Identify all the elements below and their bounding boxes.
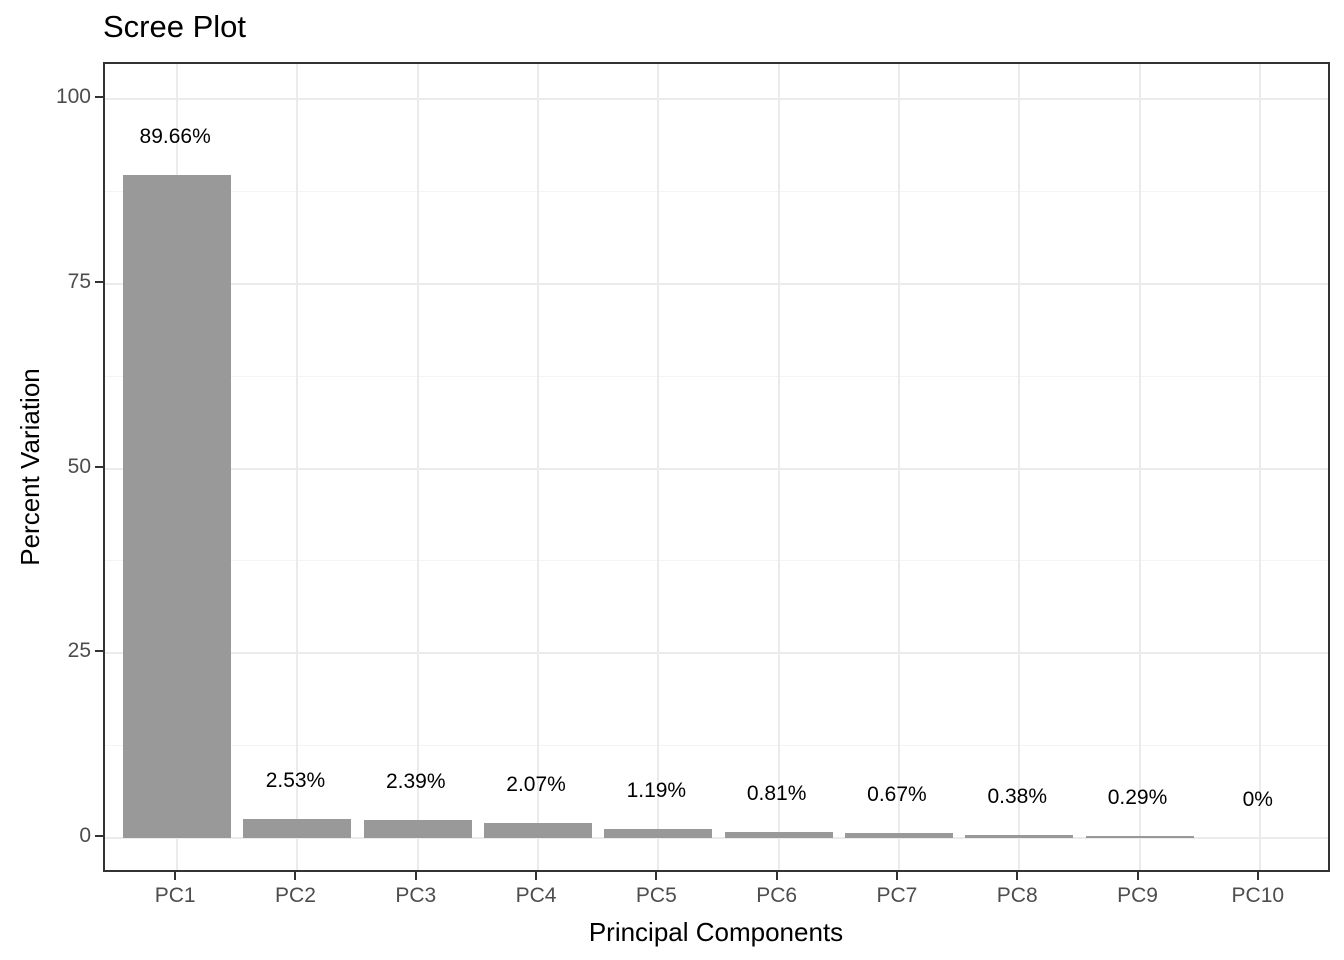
bar-pc8	[965, 835, 1074, 838]
gridline-major	[105, 837, 1328, 839]
x-tick-label: PC5	[635, 884, 677, 907]
bar-pc6	[724, 832, 833, 838]
bar-value-label: 2.07%	[506, 772, 566, 796]
x-tick-label: PC1	[154, 884, 196, 907]
bar-pc9	[1085, 835, 1194, 838]
x-tick-mark	[414, 872, 417, 880]
x-tick-mark	[895, 872, 898, 880]
plot-panel	[103, 62, 1330, 872]
gridline-major	[105, 467, 1328, 470]
y-tick-mark	[95, 650, 103, 653]
x-tick-label: PC6	[756, 884, 798, 907]
bar-value-label: 0.81%	[746, 782, 807, 805]
gridline-minor	[105, 560, 1328, 562]
gridline-vertical	[657, 64, 660, 870]
bar-pc1	[123, 175, 232, 838]
x-tick-label: PC8	[996, 884, 1038, 907]
y-tick-mark	[95, 96, 103, 98]
y-tick-mark	[95, 465, 103, 468]
bar-pc2	[243, 819, 352, 838]
gridline-vertical	[1138, 64, 1141, 870]
bar-pc7	[844, 833, 953, 838]
x-tick-label: PC10	[1231, 884, 1285, 907]
plot-title: Scree Plot	[103, 9, 247, 44]
gridline-major	[105, 652, 1328, 655]
bar-value-label: 2.39%	[385, 770, 446, 794]
gridline-minor	[105, 375, 1328, 377]
y-tick-label: 0	[79, 824, 91, 847]
gridline-vertical	[777, 64, 780, 870]
bar-value-label: 1.19%	[626, 779, 687, 803]
bar-pc4	[484, 822, 593, 838]
gridline-major	[105, 98, 1328, 100]
bar-value-label: 0.29%	[1107, 785, 1168, 809]
gridline-vertical	[897, 64, 900, 870]
x-tick-label: PC3	[395, 884, 437, 907]
gridline-vertical	[296, 64, 299, 870]
bar-pc5	[604, 829, 713, 838]
bar-pc3	[363, 820, 472, 838]
gridline-minor	[105, 745, 1328, 747]
x-tick-mark	[775, 872, 778, 880]
gridline-vertical	[1018, 64, 1021, 870]
gridline-vertical	[416, 64, 419, 870]
x-tick-mark	[174, 872, 177, 880]
gridline-minor	[105, 190, 1328, 192]
x-tick-mark	[535, 872, 538, 880]
x-tick-label: PC9	[1117, 884, 1158, 907]
gridline-vertical	[1258, 64, 1261, 870]
x-tick-mark	[1016, 872, 1019, 880]
y-tick-label: 100	[55, 85, 91, 108]
y-tick-label: 50	[67, 454, 91, 478]
gridline-major	[105, 282, 1328, 285]
gridline-vertical	[537, 64, 540, 870]
x-tick-label: PC7	[876, 884, 918, 907]
bar-value-label: 89.66%	[139, 125, 211, 149]
y-tick-mark	[95, 835, 103, 837]
x-tick-mark	[1256, 872, 1259, 880]
x-tick-mark	[655, 872, 658, 880]
y-tick-label: 25	[67, 639, 91, 663]
y-tick-label: 75	[67, 269, 91, 293]
x-tick-label: PC2	[275, 884, 316, 907]
bar-value-label: 2.53%	[265, 769, 326, 793]
x-tick-mark	[1136, 872, 1139, 880]
x-tick-label: PC4	[515, 884, 557, 907]
bar-value-label: 0.38%	[987, 785, 1047, 809]
x-tick-mark	[294, 872, 297, 880]
x-axis-title: Principal Components	[588, 917, 844, 947]
bar-value-label: 0%	[1242, 788, 1273, 811]
y-tick-mark	[95, 280, 103, 283]
bar-value-label: 0.67%	[867, 783, 927, 807]
